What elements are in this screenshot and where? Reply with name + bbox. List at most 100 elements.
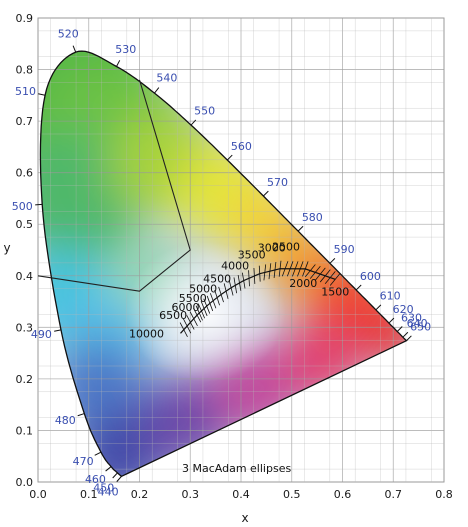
isotherm-tick: [197, 303, 206, 319]
wavelength-label: 480: [55, 414, 76, 427]
isotherm-tick: [189, 311, 198, 327]
isotherm-tick: [273, 261, 277, 278]
y-tick-label: 0.5: [16, 218, 34, 231]
isotherm-tick: [324, 271, 336, 285]
cct-label: 4500: [203, 273, 231, 286]
y-tick-label: 0.9: [16, 12, 34, 25]
wavelength-label: 520: [58, 28, 79, 41]
wavelength-label: 450: [93, 481, 114, 494]
cct-label: 3000: [258, 242, 286, 255]
isotherm-tick: [302, 261, 309, 277]
wavelength-label: 550: [194, 104, 215, 117]
wavelength-label: 600: [360, 270, 381, 283]
wavelength-label: 440: [98, 485, 119, 498]
spectral-locus-line: [39, 50, 408, 478]
wavelength-tick: [396, 326, 403, 332]
isotherm-tick: [186, 315, 195, 330]
macadam-annotation: 3 MacAdam ellipses: [182, 462, 291, 475]
cct-label: 2000: [289, 277, 317, 290]
cct-label: 6500: [159, 309, 187, 322]
wavelength-tick: [54, 329, 62, 332]
y-tick-label: 0.4: [16, 270, 34, 283]
x-axis-label: x: [241, 511, 248, 525]
grid: [38, 18, 444, 482]
wavelength-tick: [38, 93, 46, 96]
wavelength-label: 610: [380, 290, 401, 303]
wavelength-tick: [72, 45, 77, 53]
x-tick-label: 0.8: [435, 488, 453, 501]
isotherm-tick: [193, 307, 202, 323]
wavelength-label: 510: [15, 85, 36, 98]
wavelength-label: 630: [401, 311, 422, 324]
isotherm-tick: [309, 265, 321, 279]
wavelength-label: 530: [115, 43, 136, 56]
wavelength-tick: [226, 154, 233, 161]
x-tick-label: 0.2: [131, 488, 149, 501]
wavelength-label: 620: [393, 303, 414, 316]
isotherm-tick: [268, 263, 272, 280]
wavelength-tick: [112, 472, 118, 479]
cct-label: 4000: [221, 260, 249, 273]
x-tick-label: 0.3: [182, 488, 200, 501]
wavelength-tick: [388, 317, 395, 324]
y-axis-label: y: [3, 241, 10, 255]
isotherm-tick: [200, 300, 208, 317]
cct-label: 3500: [238, 249, 266, 262]
isotherm-tick: [286, 261, 294, 277]
x-tick-label: 0.6: [334, 488, 352, 501]
wavelength-tick: [94, 451, 102, 456]
wavelength-label: 460: [85, 473, 106, 486]
isotherm-tick: [228, 279, 234, 296]
wavelength-label: 570: [267, 176, 288, 189]
x-tick-label: 0.1: [80, 488, 98, 501]
x-tick-label: 0.4: [232, 488, 250, 501]
isotherm-tick: [206, 295, 214, 312]
wavelength-tick: [116, 476, 122, 482]
y-tick-label: 0.6: [16, 167, 34, 180]
isotherm-tick: [304, 264, 316, 278]
isotherm-tick: [203, 298, 211, 314]
wavelength-label: 540: [156, 71, 177, 84]
isotherm-tick: [210, 293, 217, 309]
wavelength-label: 500: [12, 200, 33, 213]
wavelength-tick: [116, 60, 121, 67]
wavelength-label: 560: [231, 140, 252, 153]
isotherm-tick: [218, 286, 224, 303]
cct-label: 5000: [189, 283, 217, 296]
wavelength-tick: [263, 190, 269, 197]
isotherm-tick: [183, 318, 192, 334]
wavelength-label: 490: [31, 328, 52, 341]
x-tick-label: 0.7: [385, 488, 403, 501]
gamut-boundary: [37, 79, 191, 292]
wavelength-tick: [77, 413, 85, 417]
y-tick-label: 0.1: [16, 424, 34, 437]
wavelength-label: 470: [73, 455, 94, 468]
isotherm-tick: [233, 277, 238, 294]
cct-label: 1500: [321, 285, 349, 298]
isotherm-tick: [292, 261, 299, 277]
wavelength-label: 650: [410, 321, 431, 334]
isotherm-tick: [263, 264, 267, 281]
isotherm-tick: [319, 269, 331, 283]
gamut-boundary-line: [37, 79, 191, 292]
wavelength-tick: [154, 87, 160, 94]
wavelength-label: 640: [407, 317, 428, 330]
axis-ticks: 0.0 0.1 0.2 0.3 0.4 0.5 0.6 0.7 0.8 0.0 0.1 0.2 0.3 0…: [16, 12, 453, 501]
wavelength-tick: [329, 258, 336, 264]
y-tick-label: 0.3: [16, 321, 34, 334]
isotherm-tick: [258, 265, 261, 282]
isotherm-tick: [329, 272, 341, 286]
cct-label: 10000: [129, 327, 164, 340]
cct-label: 6000: [171, 301, 199, 314]
x-tick-label: 0.0: [29, 488, 47, 501]
x-tick-label: 0.5: [283, 488, 301, 501]
isotherm-tick: [314, 267, 326, 281]
isotherm-tick: [248, 270, 250, 287]
isotherm-tick: [297, 261, 304, 277]
wavelength-tick: [105, 466, 112, 472]
y-tick-label: 0.7: [16, 115, 34, 128]
isotherm-tick: [278, 260, 282, 277]
wavelength-tick: [190, 119, 197, 126]
y-tick-label: 0.2: [16, 373, 34, 386]
